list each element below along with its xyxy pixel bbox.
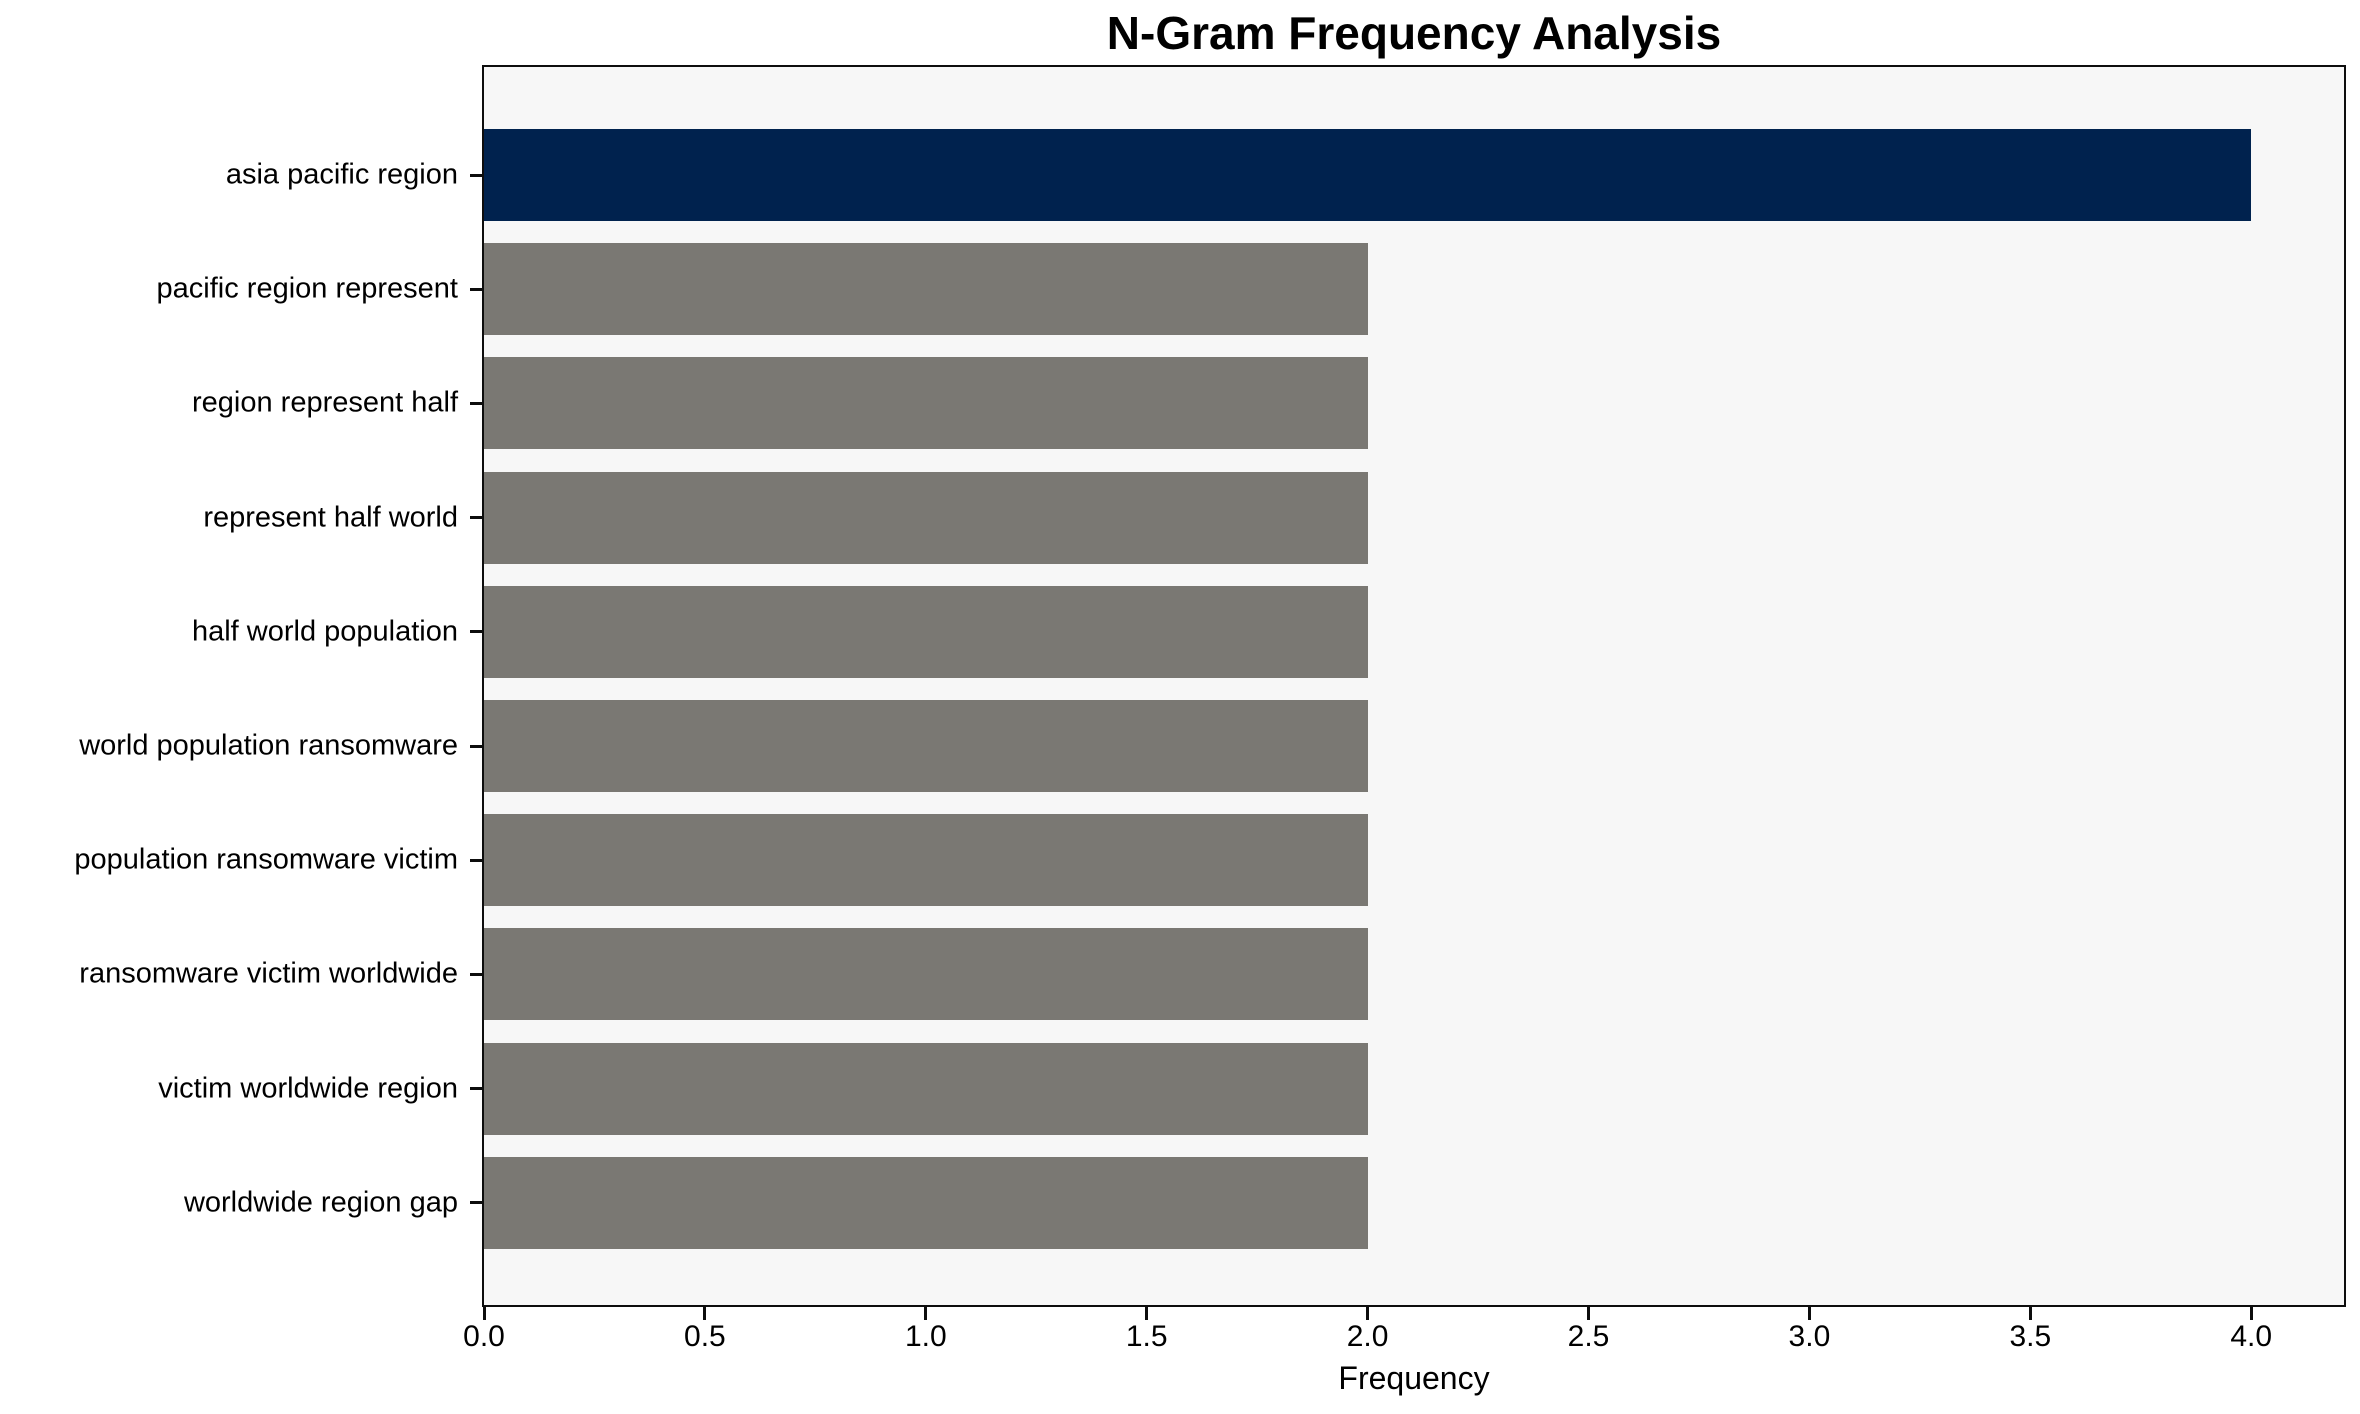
y-tick-mark <box>470 516 482 520</box>
y-tick-mark <box>470 287 482 291</box>
y-tick-label-victim-worldwide-region: victim worldwide region <box>158 1072 458 1105</box>
plot-area <box>482 65 2346 1307</box>
x-tick-label-4.0: 4.0 <box>2230 1320 2273 1353</box>
y-tick-label-represent-half-world: represent half world <box>203 501 458 534</box>
y-tick-mark <box>470 1201 482 1205</box>
x-tick-mark <box>2028 1307 2032 1320</box>
y-tick-mark <box>470 744 482 748</box>
y-tick-label-asia-pacific-region: asia pacific region <box>225 158 458 191</box>
y-tick-label-population-ransomware-victim: population ransomware victim <box>74 843 458 876</box>
x-tick-label-1.0: 1.0 <box>904 1320 947 1353</box>
y-tick-mark <box>470 173 482 177</box>
x-tick-mark <box>1807 1307 1811 1320</box>
y-tick-mark <box>470 1087 482 1091</box>
y-tick-mark <box>470 401 482 405</box>
chart-title: N-Gram Frequency Analysis <box>1106 7 1722 59</box>
bar-region-represent-half <box>484 357 1368 450</box>
bar-pacific-region-represent <box>484 243 1368 336</box>
bar-asia-pacific-region <box>484 129 2252 221</box>
bar-worldwide-region-gap <box>484 1156 1368 1249</box>
x-tick-label-1.5: 1.5 <box>1125 1320 1168 1353</box>
x-tick-mark <box>2249 1307 2253 1320</box>
x-tick-mark <box>1145 1307 1149 1320</box>
x-tick-label-2.0: 2.0 <box>1346 1320 1389 1353</box>
x-tick-label-2.5: 2.5 <box>1567 1320 1610 1353</box>
y-tick-mark <box>470 972 482 976</box>
bar-population-ransomware-victim <box>484 814 1368 907</box>
bar-ransomware-victim-worldwide <box>484 928 1368 1021</box>
x-tick-mark <box>1587 1307 1590 1320</box>
x-tick-mark <box>482 1307 486 1320</box>
y-tick-label-pacific-region-represent: pacific region represent <box>156 272 458 305</box>
x-tick-mark <box>924 1307 928 1320</box>
x-axis-label: Frequency <box>1338 1360 1490 1396</box>
y-tick-label-region-represent-half: region represent half <box>192 386 458 419</box>
x-tick-label-0.5: 0.5 <box>684 1320 726 1353</box>
bar-represent-half-world <box>484 471 1368 564</box>
bar-victim-worldwide-region <box>484 1042 1368 1135</box>
bar-world-population-ransomware <box>484 700 1368 792</box>
x-tick-mark <box>1366 1307 1370 1320</box>
bar-half-world-population <box>484 585 1368 678</box>
y-tick-mark <box>470 630 482 634</box>
y-tick-label-worldwide-region-gap: worldwide region gap <box>183 1186 458 1219</box>
x-tick-mark <box>703 1307 707 1320</box>
x-tick-label-3.5: 3.5 <box>2009 1320 2052 1353</box>
y-tick-label-world-population-ransomware: world population ransomware <box>79 729 458 762</box>
y-tick-label-half-world-population: half world population <box>191 615 458 648</box>
y-tick-mark <box>470 858 482 862</box>
x-tick-label-3.0: 3.0 <box>1788 1320 1831 1353</box>
x-tick-label-0.0: 0.0 <box>463 1320 505 1353</box>
y-tick-label-ransomware-victim-worldwide: ransomware victim worldwide <box>79 957 458 990</box>
